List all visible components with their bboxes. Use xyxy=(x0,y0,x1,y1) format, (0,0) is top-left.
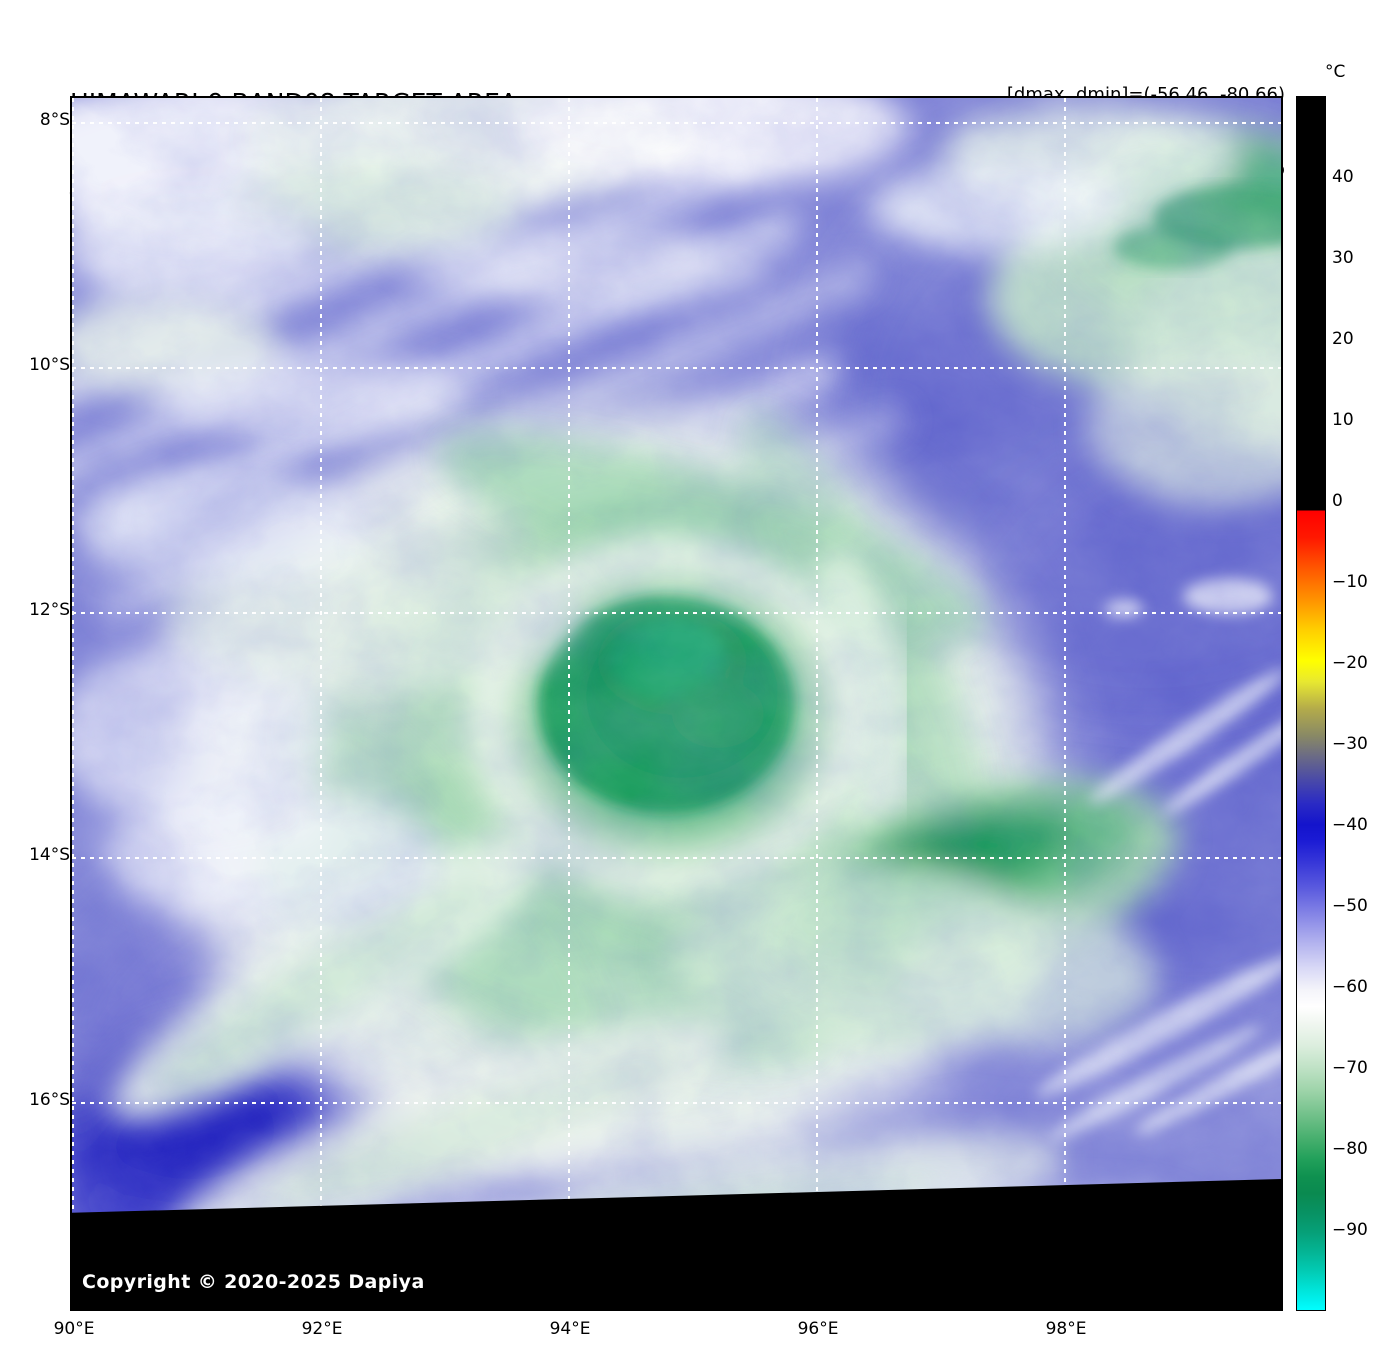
brightness-temperature-heatmap xyxy=(72,98,1281,1309)
colorbar-unit-label: °C xyxy=(1325,62,1346,82)
colorbar-tick-0: 0 xyxy=(1332,491,1343,511)
colorbar-tick-40: 40 xyxy=(1332,167,1354,187)
lon-label-96e: 96°E xyxy=(797,1319,839,1339)
colorbar-tick-m90: −90 xyxy=(1332,1220,1368,1240)
lon-label-98e: 98°E xyxy=(1045,1319,1087,1339)
copyright-overlay: Copyright © 2020-2025 Dapiya xyxy=(82,1271,425,1293)
colorbar-tick-m30: −30 xyxy=(1332,734,1368,754)
satellite-image-panel[interactable]: Copyright © 2020-2025 Dapiya xyxy=(70,96,1283,1311)
lon-label-90e: 90°E xyxy=(53,1319,95,1339)
colorbar-tick-m10: −10 xyxy=(1332,572,1368,592)
lat-label-14s: 14°S xyxy=(29,845,70,865)
colorbar-tick-20: 20 xyxy=(1332,329,1354,349)
lon-label-92e: 92°E xyxy=(301,1319,343,1339)
lat-label-10s: 10°S xyxy=(29,355,70,375)
temperature-colorbar[interactable] xyxy=(1296,96,1326,1311)
colorbar-tick-m80: −80 xyxy=(1332,1139,1368,1159)
lon-label-94e: 94°E xyxy=(549,1319,591,1339)
colorbar-tick-m40: −40 xyxy=(1332,815,1368,835)
lat-label-8s: 8°S xyxy=(39,110,70,130)
colorbar-tick-10: 10 xyxy=(1332,410,1354,430)
colorbar-tick-m50: −50 xyxy=(1332,896,1368,916)
colorbar-tick-30: 30 xyxy=(1332,248,1354,268)
lat-label-12s: 12°S xyxy=(29,600,70,620)
colorbar-tick-m70: −70 xyxy=(1332,1058,1368,1078)
colorbar-tick-m60: −60 xyxy=(1332,977,1368,997)
colorbar-tick-m20: −20 xyxy=(1332,653,1368,673)
lat-label-16s: 16°S xyxy=(29,1090,70,1110)
